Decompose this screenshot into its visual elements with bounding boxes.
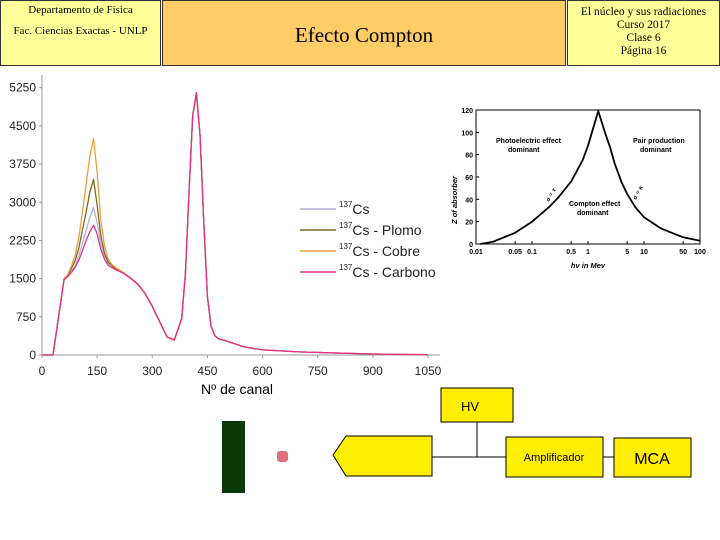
spectrum-y-tick-label: 1500 [9,272,36,286]
zplot-x-tick-label: 0.01 [469,249,483,256]
zplot-y-label: Z of absorber [450,175,459,225]
spectrum-x-label: Nº de canal [201,381,273,397]
spectrum-x-tick-label: 150 [87,364,107,378]
legend-mass-number: 137 [339,221,353,230]
detector-block [222,421,245,493]
zplot-x-tick-label: 0.5 [566,249,576,256]
page-title: Efecto Compton [294,23,434,47]
legend-mass-number: 137 [339,242,353,251]
hv-label: HV [461,399,479,414]
zplot-x-tick-label: 100 [694,249,706,256]
spectrum-x-tick-label: 1050 [415,364,442,378]
radioactive-source [277,451,288,462]
zplot-y-tick-label: 80 [465,153,473,160]
spectrum-x-tick-label: 750 [308,364,328,378]
photomultiplier-tube [332,435,433,477]
legend-label: 137Cs - Carbono [339,263,436,280]
zplot-x-tick-label: 1 [586,249,590,256]
legend-label: 137Cs [339,200,369,217]
header-course-info: El núcleo y sus radiaciones Curso 2017 C… [567,0,720,66]
spectrum-y-tick-label: 2250 [9,233,36,247]
zplot-y-tick-label: 20 [465,220,473,227]
department-name: Departamento de Física [28,4,133,16]
spectrum-y-tick-label: 5250 [9,81,36,95]
spectrum-y-tick-label: 0 [29,348,36,362]
spectrum-x-tick-label: 0 [39,364,46,378]
spectrum-x-tick-label: 600 [253,364,273,378]
zplot-y-tick-label: 100 [461,130,473,137]
amplifier-box [505,436,604,478]
spectrum-y-tick-label: 4500 [9,119,36,133]
faculty-name: Fac. Ciencias Exactas - UNLP [13,25,148,37]
spectrum-y-tick-label: 3000 [9,195,36,209]
legend-mass-number: 137 [339,200,353,209]
legend-series-name: Cs - Cobre [352,243,420,259]
header-title-box: Efecto Compton [162,0,566,66]
mca-box [613,437,692,478]
zplot-y-tick-label: 40 [465,197,473,204]
zplot-boundary-curve [597,109,701,242]
spectrum-y-tick-label: 3750 [9,157,36,171]
zplot-x-tick-label: 10 [640,249,648,256]
legend-label: 137Cs - Plomo [339,221,422,238]
spectrum-x-tick-label: 300 [142,364,162,378]
zplot-y-tick-label: 60 [465,175,473,182]
legend-mass-number: 137 [339,263,353,272]
zplot-y-tick-label: 120 [461,108,473,115]
zplot-y-tick-label: 0 [469,242,473,249]
page-number: Página 16 [620,45,667,57]
setup-diagram: HV Amplificador MCA [222,387,692,493]
legend-series-name: Cs - Carbono [352,264,435,280]
spectrum-series-line [42,92,429,356]
legend-label: 137Cs - Cobre [339,242,420,259]
spectrum-x-tick-label: 900 [363,364,383,378]
legend-series-name: Cs [352,201,369,217]
zplot-x-tick-label: 5 [625,249,629,256]
pair-production-label-1: Pair production [633,138,685,145]
header-department: Departamento de Física Fac. Ciencias Exa… [0,0,161,66]
zplot-background [459,103,709,273]
hv-box [440,387,514,423]
photoelectric-label-1: Photoelectric effect [496,138,562,145]
spectrum-y-tick-label: 750 [16,310,36,324]
compton-label-1: Compton effect [569,201,621,208]
amplifier-label: Amplificador [524,452,585,464]
zplot-x-label: hν in Mev [571,261,606,270]
legend-series-name: Cs - Plomo [352,222,421,238]
pair-production-label-2: dominant [640,147,672,154]
zplot-x-tick-label: 0.05 [508,249,522,256]
course-subject: El núcleo y sus radiaciones [580,6,707,18]
spectrum-chart: 0 750 1500 2250 3000 3750 4500 5250 0 150 300 450 6… [9,75,442,397]
zplot-boundary-curve [480,111,599,245]
zplot-x-tick-label: 50 [679,249,687,256]
class-number: Clase 6 [626,32,661,44]
photoelectric-label-2: dominant [508,147,540,154]
spectrum-x-tick-label: 450 [197,364,217,378]
course-year: Curso 2017 [616,19,671,31]
mca-label: MCA [634,451,670,468]
compton-label-2: dominant [577,210,609,217]
zplot-x-tick-label: 0.1 [527,249,537,256]
